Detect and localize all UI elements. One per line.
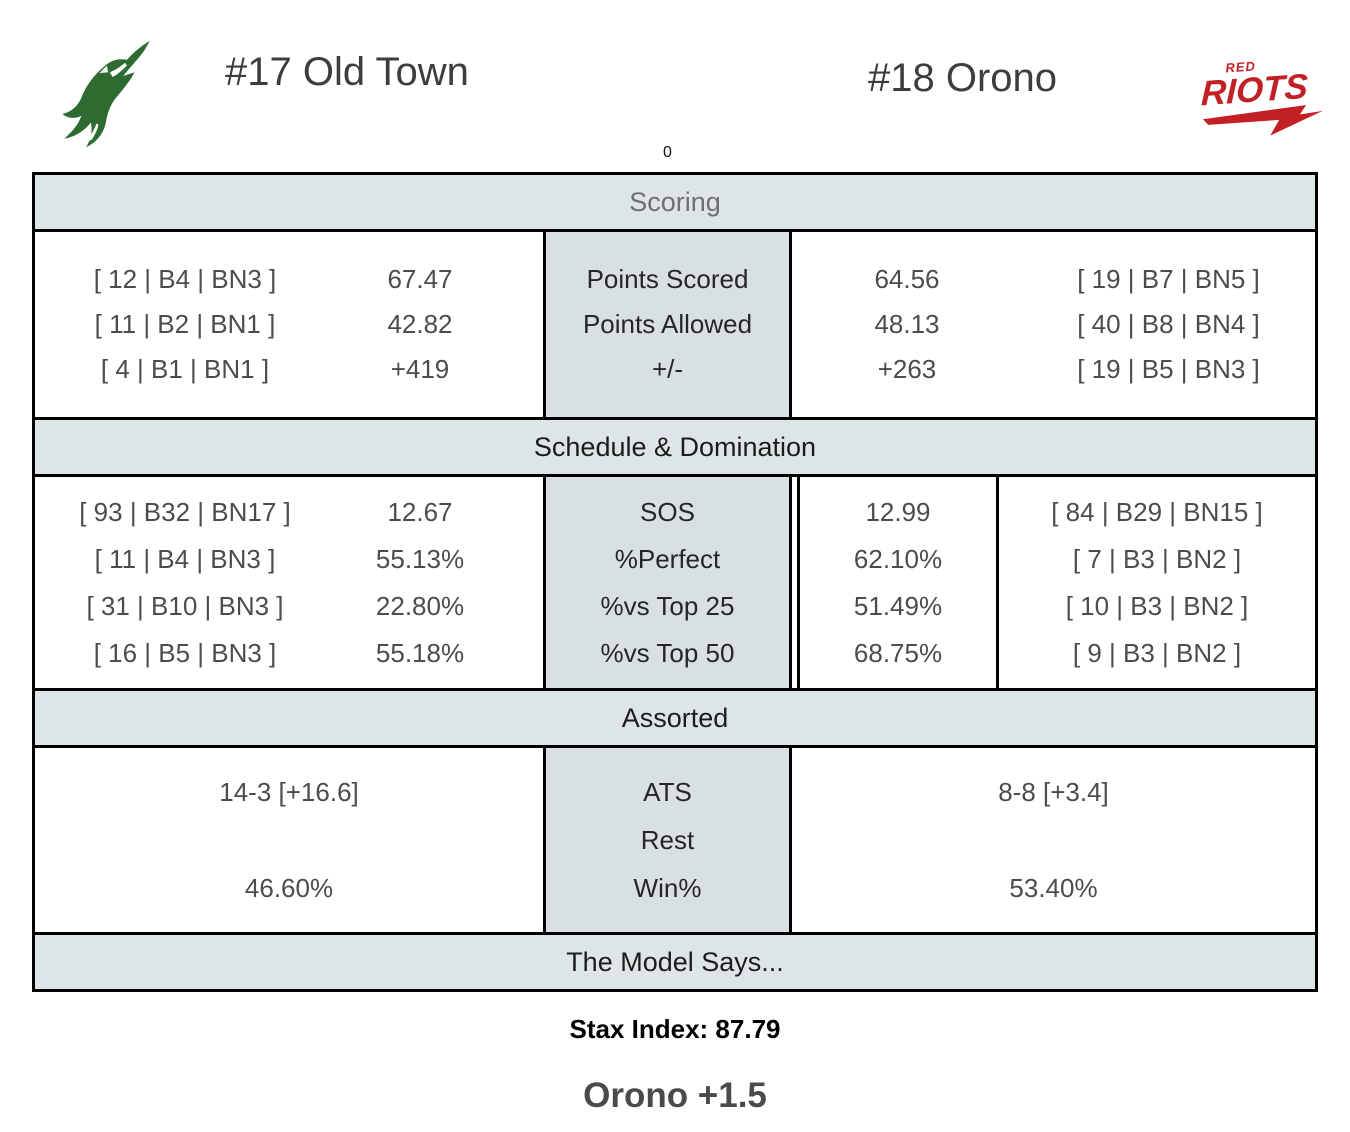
value-cell: 12.67 [387,496,453,527]
model-pick: Orono +1.5 [583,1076,767,1115]
assorted-right-column: 8-8 [+3.4] 53.40% [792,748,1315,932]
right-team-title: #18 Orono [868,56,1058,100]
stax-index-value: Stax Index: 87.79 [569,1014,781,1044]
scoring-left-rank-column: [ 12 | B4 | BN3 ] [ 11 | B2 | BN1 ] [ 4 … [35,232,335,417]
rank-cell: [ 7 | B3 | BN2 ] [1072,543,1242,574]
value-cell: 51.49% [853,590,943,621]
value-cell: 46.60% [244,872,334,903]
schedule-left-rank-column: [ 93 | B32 | BN17 ] [ 11 | B4 | BN3 ] [ … [35,477,335,688]
section-title: The Model Says... [566,946,784,977]
scoring-metric-column: Points Scored Points Allowed +/- [543,232,792,417]
section-header-scoring: Scoring [32,172,1318,232]
value-cell: 67.47 [387,264,453,294]
rank-cell: [ 31 | B10 | BN3 ] [86,590,284,621]
orono-red-riots-logo: RED RIOTS [1199,58,1327,150]
stat-label: Win% [633,872,702,903]
schedule-metric-column: SOS %Perfect %vs Top 25 %vs Top 50 [543,477,792,688]
value-cell: 53.40% [1009,872,1098,903]
value-cell: 62.10% [853,543,943,574]
stat-label: +/- [651,354,684,384]
rank-cell: [ 93 | B32 | BN17 ] [79,496,291,527]
stat-label: Points Allowed [582,309,753,339]
value-cell [792,816,1315,864]
rank-cell: [ 12 | B4 | BN3 ] [93,264,277,294]
section-title: Assorted [621,702,729,733]
value-cell: 55.18% [375,637,465,668]
value-cell: 68.75% [853,637,943,668]
assorted-metric-column: ATS Rest Win% [543,748,792,932]
value-cell: +263 [877,354,937,384]
schedule-right-value-column: 12.99 62.10% 51.49% 68.75% [797,477,999,688]
schedule-rows: [ 93 | B32 | BN17 ] [ 11 | B4 | BN3 ] [ … [32,477,1318,688]
value-cell: 8-8 [+3.4] [998,776,1109,807]
spacer [505,477,543,688]
scoring-rows: [ 12 | B4 | BN3 ] [ 11 | B2 | BN1 ] [ 4 … [32,232,1318,417]
value-cell: +419 [390,354,450,384]
value-cell: 14-3 [+16.6] [219,776,359,807]
schedule-left-value-column: 12.67 55.13% 22.80% 55.18% [335,477,505,688]
value-cell: 42.82 [387,309,453,339]
value-cell: 64.56 [874,264,940,294]
stat-label: Points Scored [586,264,749,294]
schedule-right-rank-column: [ 84 | B29 | BN15 ] [ 7 | B3 | BN2 ] [ 1… [999,477,1315,688]
comparison-table: Scoring [ 12 | B4 | BN3 ] [ 11 | B2 | BN… [32,172,1318,992]
scoring-left-value-column: 67.47 42.82 +419 [335,232,505,417]
stat-label: %Perfect [614,543,721,574]
section-title: Scoring [629,186,721,217]
section-header-model: The Model Says... [32,932,1318,992]
assorted-left-column: 14-3 [+16.6] 46.60% [35,748,543,932]
rank-cell: [ 19 | B7 | BN5 ] [1077,264,1260,294]
rank-cell: [ 11 | B2 | BN1 ] [94,309,276,339]
section-header-schedule: Schedule & Domination [32,417,1318,477]
stat-label: ATS [643,776,692,807]
old-town-coyote-logo [62,40,150,148]
rank-cell: [ 40 | B8 | BN4 ] [1077,309,1260,339]
rank-cell: [ 19 | B5 | BN3 ] [1077,354,1260,384]
value-cell: 12.99 [865,496,931,527]
value-cell [35,816,543,864]
scoring-right-value-column: 64.56 48.13 +263 [792,232,1022,417]
value-cell: 55.13% [375,543,465,574]
section-header-assorted: Assorted [32,688,1318,748]
rank-cell: [ 10 | B3 | BN2 ] [1065,590,1249,621]
stat-label: %vs Top 25 [600,590,735,621]
spacer [505,232,543,417]
rank-cell: [ 16 | B5 | BN3 ] [93,637,277,668]
rank-cell: [ 84 | B29 | BN15 ] [1051,496,1263,527]
stat-label: SOS [640,496,695,527]
stat-label: %vs Top 50 [600,637,735,668]
assorted-rows: 14-3 [+16.6] 46.60% ATS Rest Win% 8-8 [+… [32,748,1318,932]
section-title: Schedule & Domination [533,431,817,462]
axis-zero-label: 0 [663,144,672,161]
riots-logo-swoosh-icon [1202,104,1323,136]
rank-cell: [ 11 | B4 | BN3 ] [94,543,276,574]
value-cell: 22.80% [375,590,465,621]
rank-cell: [ 9 | B3 | BN2 ] [1072,637,1242,668]
stat-label: Rest [640,824,695,855]
left-team-title: #17 Old Town [225,50,469,94]
rank-cell: [ 4 | B1 | BN1 ] [100,354,270,384]
scoring-right-rank-column: [ 19 | B7 | BN5 ] [ 40 | B8 | BN4 ] [ 19… [1022,232,1315,417]
value-cell: 48.13 [874,309,940,339]
